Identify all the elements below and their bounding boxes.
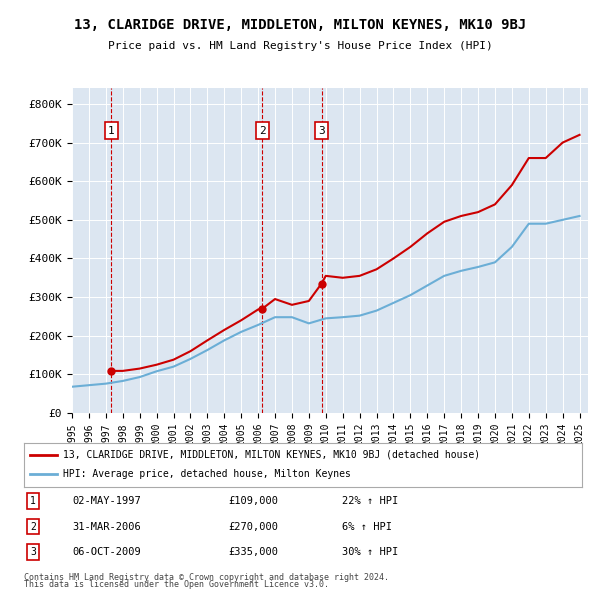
- Text: 31-MAR-2006: 31-MAR-2006: [72, 522, 141, 532]
- Text: HPI: Average price, detached house, Milton Keynes: HPI: Average price, detached house, Milt…: [63, 470, 351, 479]
- Text: Price paid vs. HM Land Registry's House Price Index (HPI): Price paid vs. HM Land Registry's House …: [107, 41, 493, 51]
- Text: 2: 2: [30, 522, 36, 532]
- Text: 6% ↑ HPI: 6% ↑ HPI: [342, 522, 392, 532]
- Text: 13, CLARIDGE DRIVE, MIDDLETON, MILTON KEYNES, MK10 9BJ (detached house): 13, CLARIDGE DRIVE, MIDDLETON, MILTON KE…: [63, 450, 480, 460]
- Text: £335,000: £335,000: [228, 547, 278, 557]
- Text: 3: 3: [318, 126, 325, 136]
- Text: 02-MAY-1997: 02-MAY-1997: [72, 496, 141, 506]
- Text: £109,000: £109,000: [228, 496, 278, 506]
- Text: 2: 2: [259, 126, 266, 136]
- Text: 13, CLARIDGE DRIVE, MIDDLETON, MILTON KEYNES, MK10 9BJ: 13, CLARIDGE DRIVE, MIDDLETON, MILTON KE…: [74, 18, 526, 32]
- Text: 3: 3: [30, 547, 36, 557]
- Text: 1: 1: [108, 126, 115, 136]
- Text: This data is licensed under the Open Government Licence v3.0.: This data is licensed under the Open Gov…: [24, 580, 329, 589]
- Text: 30% ↑ HPI: 30% ↑ HPI: [342, 547, 398, 557]
- Text: 22% ↑ HPI: 22% ↑ HPI: [342, 496, 398, 506]
- Text: 06-OCT-2009: 06-OCT-2009: [72, 547, 141, 557]
- Text: £270,000: £270,000: [228, 522, 278, 532]
- Text: 1: 1: [30, 496, 36, 506]
- Text: Contains HM Land Registry data © Crown copyright and database right 2024.: Contains HM Land Registry data © Crown c…: [24, 573, 389, 582]
